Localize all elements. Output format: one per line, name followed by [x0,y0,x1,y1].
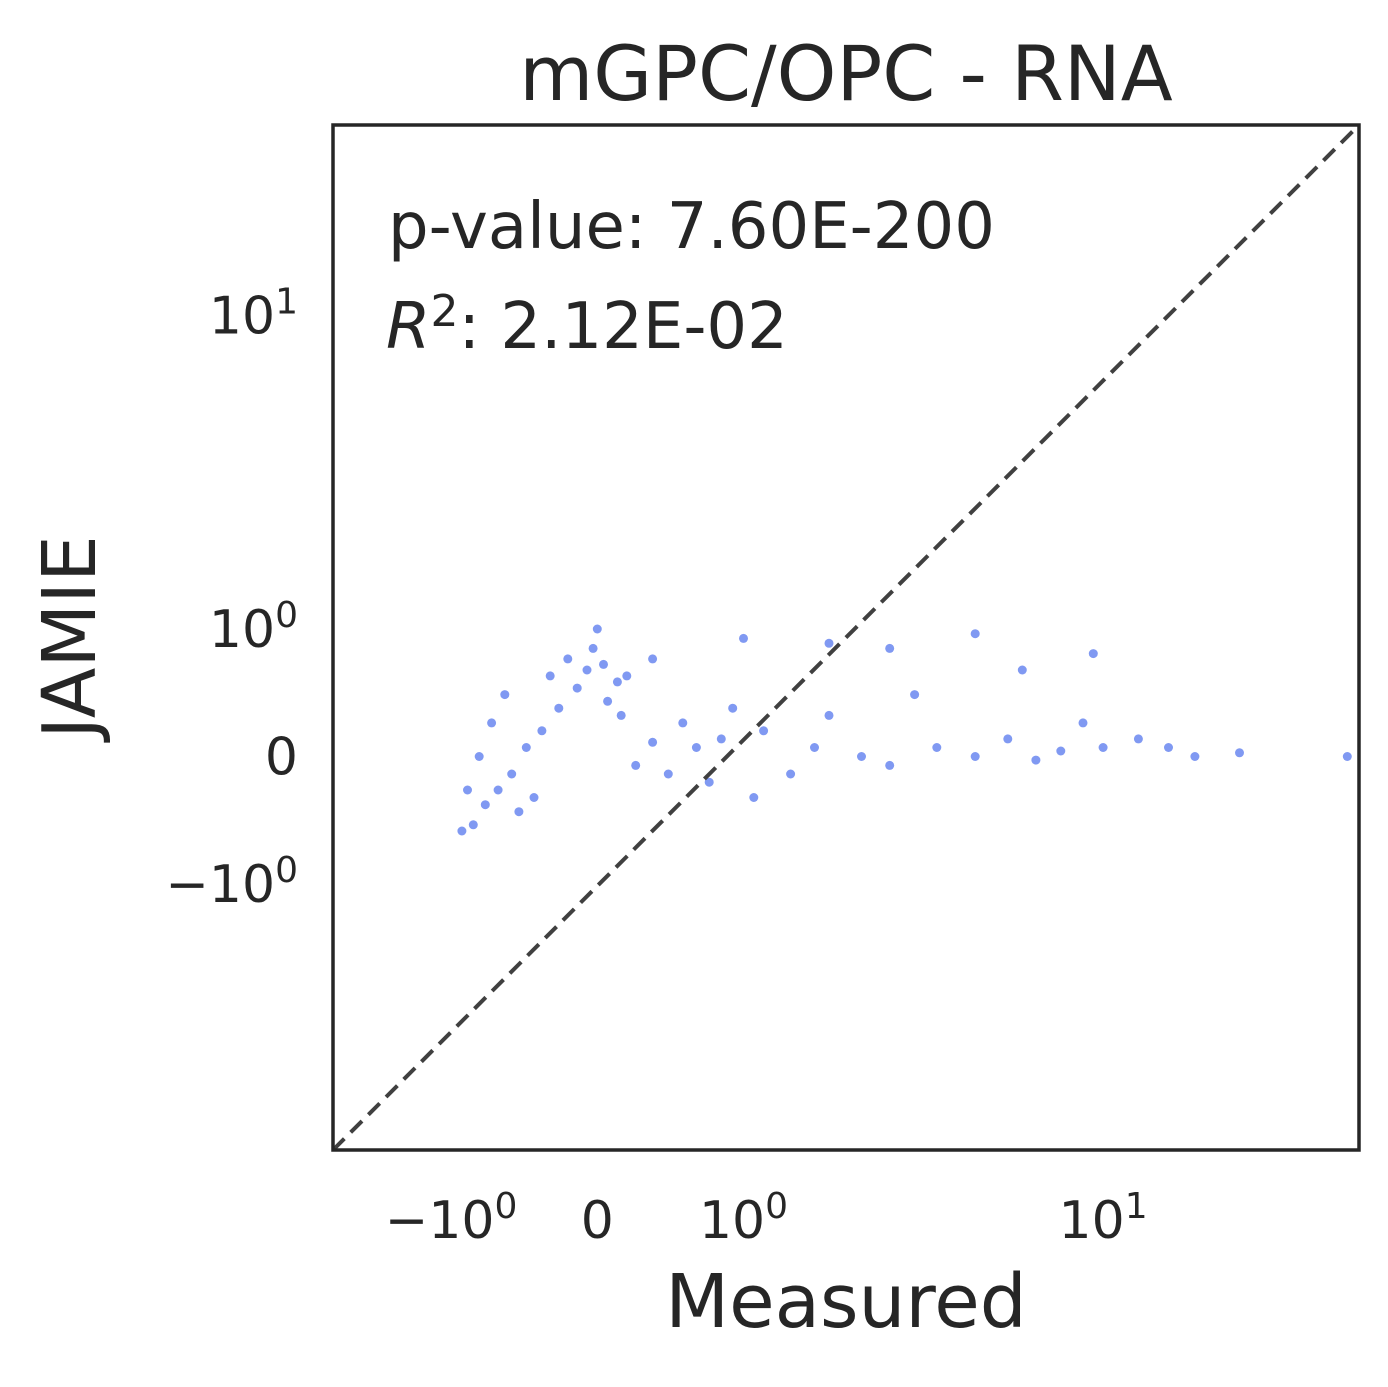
x-tick-labels: −100 0 100 101 [385,1186,1148,1251]
data-point [1056,746,1066,756]
data-point [786,769,796,779]
data-point [1078,718,1088,728]
data-point [1235,748,1244,758]
data-point [588,643,598,653]
data-point [824,638,834,648]
data-point [554,703,564,713]
data-point [500,690,510,700]
data-point [572,683,582,693]
data-point [1098,743,1108,752]
data-point [599,659,608,669]
data-point [749,793,759,802]
data-point [1133,734,1143,744]
x-tick-label: 0 [581,1191,614,1251]
data-point [739,633,748,643]
data-point [622,671,632,681]
data-point [970,752,980,761]
data-point [857,752,866,761]
data-point [514,807,524,817]
data-point [493,785,503,795]
x-tick-label: −100 [385,1186,518,1251]
data-point [1003,734,1013,744]
identity-line [331,123,1361,1152]
data-point [728,703,738,713]
data-point [648,737,658,747]
data-point [529,793,539,802]
data-point [616,710,626,720]
data-point [1342,752,1352,761]
data-point [582,665,592,675]
data-point [521,743,531,752]
data-point [1088,649,1098,659]
y-tick-labels: −100 0 100 101 [165,282,298,915]
data-point [824,710,834,720]
data-point [663,769,673,779]
y-axis-label: JAMIE [27,535,113,743]
data-point [474,752,484,761]
data-point [759,726,769,736]
data-point [612,677,622,687]
data-point [678,718,688,728]
pvalue-annotation: p-value: 7.60E-200 [388,190,995,264]
data-point [810,743,819,752]
data-point [691,743,701,752]
data-point [704,777,714,787]
data-point [480,800,490,810]
data-point [970,629,980,639]
data-point [1164,743,1173,752]
y-tick-label: 100 [209,595,298,660]
data-point [716,734,726,744]
data-point [1031,755,1041,765]
x-axis-label: Measured [665,1259,1026,1345]
r2-exponent: 2 [430,286,458,337]
data-point [563,654,573,664]
data-point [457,826,467,836]
y-tick-label: −100 [165,850,298,915]
chart-title: mGPC/OPC - RNA [519,29,1173,118]
data-point [463,785,472,795]
r2-symbol: R [386,290,430,364]
data-point [648,654,658,664]
data-point [885,643,895,653]
data-point [537,726,547,736]
data-point [910,690,920,700]
r2-value: : 2.12E-02 [458,290,787,364]
data-point [1017,665,1027,675]
points-layer [457,624,1352,836]
data-point [468,820,478,830]
plot-frame [331,123,1361,1152]
data-point [1190,752,1200,761]
y-tick-label: 0 [265,728,298,788]
r2-annotation: R2: 2.12E-02 [386,286,788,364]
x-tick-label: 100 [699,1186,788,1251]
data-point [507,769,517,779]
data-point [592,624,602,634]
x-tick-label: 101 [1059,1186,1148,1251]
data-point [603,696,613,706]
data-point [885,760,895,770]
data-point [487,718,497,728]
data-point [932,743,942,752]
y-tick-label: 101 [209,282,298,347]
data-point [631,760,641,770]
data-point [545,671,555,681]
